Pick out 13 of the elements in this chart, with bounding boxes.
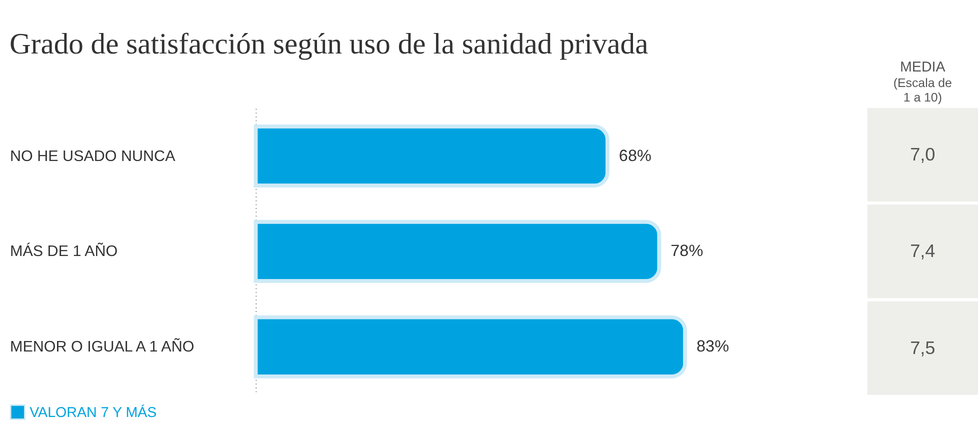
y-tick-label: MENOR O IGUAL A 1 AÑO — [10, 338, 194, 356]
data-label: 68% — [618, 146, 652, 165]
data-label: 78% — [670, 242, 704, 260]
text: 7,5 — [910, 338, 936, 358]
data-label: 83% — [696, 338, 729, 356]
chart-title: Grado de satisfacción según uso de la sanidad privada — [10, 28, 648, 61]
text: MEDIA — [900, 60, 946, 76]
text: (Escala de 1 a 10) — [893, 76, 952, 104]
text: 7,0 — [910, 144, 936, 164]
legend-label: VALORAN 7 Y MÁS — [30, 404, 157, 421]
text: 7,4 — [910, 241, 936, 262]
y-tick-label: NO HE USADO NUNCA — [10, 148, 176, 165]
y-tick-label: MÁS DE 1 AÑO — [10, 242, 118, 260]
